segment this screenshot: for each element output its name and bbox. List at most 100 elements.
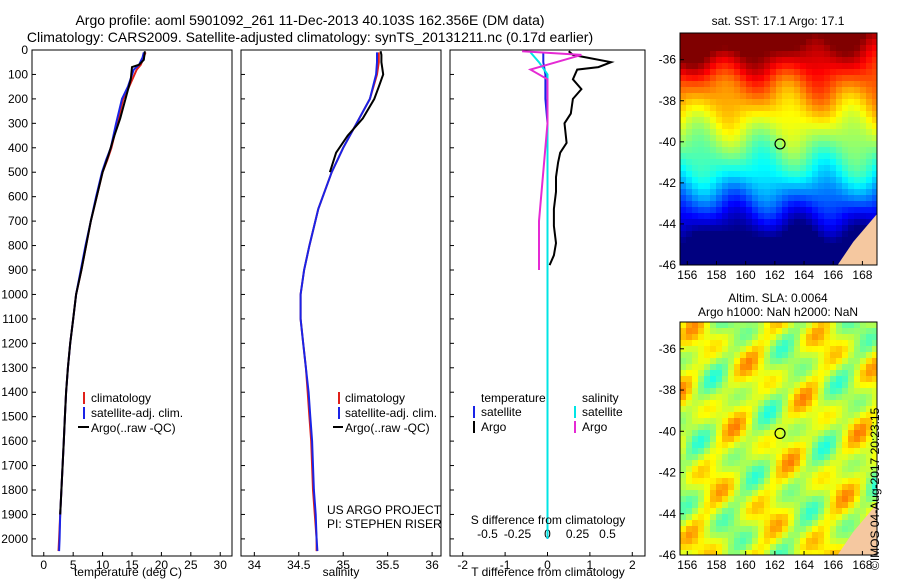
map-cell <box>860 490 867 497</box>
map-cell <box>680 249 687 256</box>
map-cell <box>698 159 705 166</box>
map-cell <box>746 526 753 533</box>
map-cell <box>842 490 849 497</box>
map-cell <box>698 117 705 124</box>
map-cell <box>698 370 705 377</box>
map-cell <box>770 478 777 485</box>
map-cell <box>830 255 837 262</box>
map-cell <box>692 87 699 94</box>
map-cell <box>740 532 747 539</box>
map-cell <box>710 249 717 256</box>
map-cell <box>812 448 819 455</box>
map-cell <box>824 400 831 407</box>
map-cell <box>764 51 771 58</box>
map-cell <box>794 460 801 467</box>
map-cell <box>854 502 861 509</box>
map-cell <box>782 255 789 262</box>
map-cell <box>686 466 693 473</box>
map-cell <box>824 370 831 377</box>
map-cell <box>722 51 729 58</box>
map-cell <box>848 207 855 214</box>
map-cell <box>824 171 831 178</box>
map-cell <box>830 538 837 545</box>
map-cell <box>854 448 861 455</box>
map-cell <box>698 430 705 437</box>
map-cell <box>752 412 759 419</box>
map-cell <box>872 135 877 142</box>
map-cell <box>686 219 693 226</box>
map-cell <box>764 165 771 172</box>
map-cell <box>722 460 729 467</box>
map-cell <box>758 346 765 353</box>
map-cell <box>722 141 729 148</box>
map-cell <box>740 195 747 202</box>
map-cell <box>824 472 831 479</box>
map-cell <box>836 135 843 142</box>
map-cell <box>722 436 729 443</box>
map-cell <box>848 141 855 148</box>
map-cell <box>680 45 687 52</box>
map-cell <box>854 508 861 515</box>
map-cell <box>854 340 861 347</box>
map-cell <box>860 400 867 407</box>
depth-tick-label: 1700 <box>1 459 28 473</box>
map-cell <box>758 117 765 124</box>
map-cell <box>704 225 711 232</box>
map-cell <box>740 117 747 124</box>
map-cell <box>836 117 843 124</box>
map-cell <box>788 478 795 485</box>
map-cell <box>872 472 877 479</box>
temperature-tick-label: 0 <box>40 558 47 572</box>
map-cell <box>848 183 855 190</box>
map-cell <box>716 412 723 419</box>
map-cell <box>698 201 705 208</box>
map-cell <box>824 538 831 545</box>
map-cell <box>686 496 693 503</box>
map-cell <box>866 213 873 220</box>
map-cell <box>836 213 843 220</box>
map-cell <box>722 129 729 136</box>
map-cell <box>788 39 795 46</box>
map-cell <box>812 412 819 419</box>
map-cell <box>794 532 801 539</box>
map-cell <box>848 472 855 479</box>
map-cell <box>722 328 729 335</box>
map-cell <box>782 496 789 503</box>
map-cell <box>764 376 771 383</box>
map-cell <box>788 412 795 419</box>
map-cell <box>842 382 849 389</box>
map-cell <box>764 177 771 184</box>
map-cell <box>824 189 831 196</box>
map-cell <box>746 430 753 437</box>
map-cell <box>704 195 711 202</box>
map-cell <box>794 189 801 196</box>
sla-map <box>680 322 877 555</box>
map-cell <box>698 352 705 359</box>
map-cell <box>854 165 861 172</box>
map-cell <box>722 159 729 166</box>
map-cell <box>782 177 789 184</box>
map-cell <box>746 472 753 479</box>
map-cell <box>824 237 831 244</box>
map-cell <box>740 105 747 112</box>
map-cell <box>830 340 837 347</box>
map-cell <box>860 183 867 190</box>
map-cell <box>824 382 831 389</box>
map-cell <box>692 550 699 555</box>
map-cell <box>728 171 735 178</box>
series-line-argo-raw-qc <box>328 50 385 173</box>
map-cell <box>746 394 753 401</box>
map-cell <box>722 472 729 479</box>
map-cell <box>728 153 735 160</box>
map-cell <box>860 370 867 377</box>
map-cell <box>686 376 693 383</box>
map-cell <box>716 75 723 82</box>
map-cell <box>752 51 759 58</box>
map-cell <box>704 237 711 244</box>
map-cell <box>704 201 711 208</box>
map-cell <box>830 45 837 52</box>
map-cell <box>872 105 877 112</box>
map-cell <box>866 123 873 130</box>
map-cell <box>722 544 729 551</box>
map-cell <box>806 135 813 142</box>
